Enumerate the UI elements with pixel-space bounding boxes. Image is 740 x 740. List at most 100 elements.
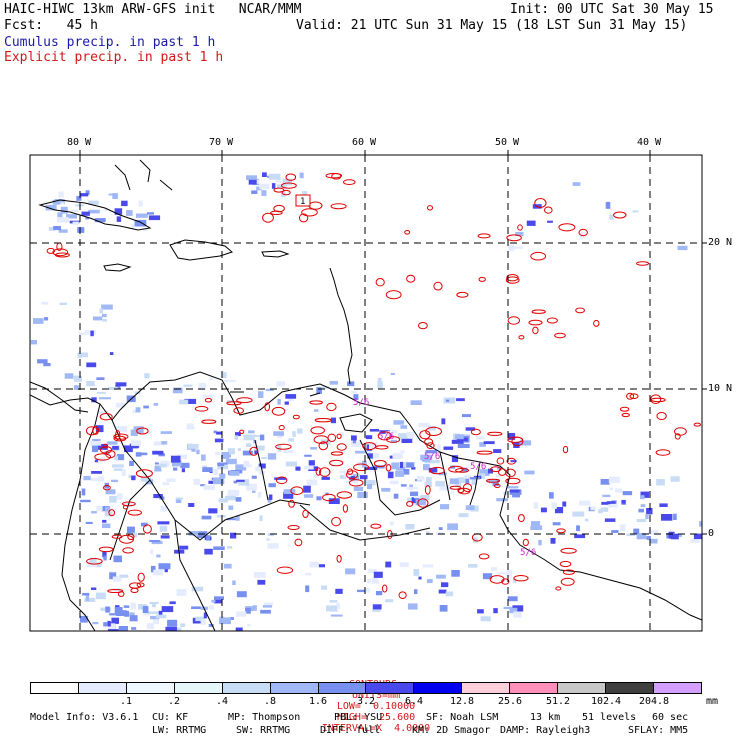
cumulus-precip-cell — [351, 391, 358, 394]
border-8 — [109, 479, 151, 561]
cumulus-precip-cell — [177, 454, 188, 459]
explicit-precip-contour — [54, 252, 70, 258]
cumulus-precip-cell — [167, 619, 178, 627]
cumulus-precip-cell — [356, 484, 363, 489]
coast-bahamas-3 — [159, 179, 173, 191]
explicit-precip-contour — [427, 205, 433, 211]
explicit-precip-contour — [373, 460, 387, 467]
explicit-precip-contour — [276, 476, 288, 485]
cumulus-precip-cell — [129, 612, 135, 616]
cumulus-precip-cell — [236, 591, 247, 598]
cumulus-precip-cell — [512, 605, 524, 612]
cumulus-precip-cell — [533, 502, 539, 509]
cumulus-precip-cell — [116, 454, 125, 461]
cumulus-precip-cell — [202, 467, 213, 472]
cumulus-precip-cell — [288, 438, 295, 442]
cumulus-precip-cell — [121, 469, 126, 476]
cumulus-precip-cell — [387, 471, 394, 479]
explicit-precip-contour — [546, 317, 558, 324]
cumulus-precip-cell — [646, 536, 651, 540]
cumulus-precip-cell — [153, 569, 164, 576]
explicit-precip-contour — [117, 591, 125, 597]
explicit-precip-contour — [319, 467, 331, 477]
cumulus-precip-cell — [269, 494, 273, 500]
cumulus-precip-cell — [608, 476, 620, 483]
explicit-precip-contour — [309, 400, 323, 405]
explicit-precip-contour — [314, 418, 332, 423]
cumulus-precip-cell — [483, 441, 495, 445]
cumulus-precip-cell — [152, 618, 159, 624]
cumulus-precip-cell — [96, 505, 103, 511]
explicit-precip-contour — [353, 463, 370, 472]
cumulus-precip-cell — [353, 486, 364, 492]
cumulus-precip-cell — [282, 178, 292, 186]
cumulus-precip-cell — [670, 533, 679, 540]
cumulus-precip-cell — [164, 568, 168, 573]
cumulus-precip-cell — [266, 538, 270, 541]
model-info-item: SF: Noah LSM — [426, 712, 499, 723]
cumulus-precip-cell — [455, 434, 464, 440]
explicit-precip-contour — [555, 586, 562, 591]
cumulus-precip-cell — [151, 540, 163, 545]
explicit-precip-contour — [348, 479, 364, 487]
explicit-precip-contour — [294, 538, 303, 547]
explicit-precip-contour — [636, 261, 650, 266]
cumulus-precip-cell — [403, 469, 410, 475]
cumulus-precip-cell — [193, 478, 200, 485]
cumulus-precip-cell — [119, 574, 129, 578]
cumulus-precip-cell — [109, 352, 114, 355]
explicit-precip-contour — [424, 438, 434, 446]
cumulus-precip-cell — [246, 483, 257, 491]
cumulus-precip-cell — [160, 431, 172, 434]
cumulus-precip-cell — [143, 405, 149, 409]
cumulus-precip-cell — [509, 489, 520, 493]
cumulus-precip-cell — [670, 476, 680, 482]
explicit-precip-contour — [559, 560, 572, 568]
explicit-precip-contour — [655, 449, 671, 456]
cumulus-precip-cell — [108, 193, 114, 196]
cumulus-precip-cell — [157, 521, 170, 525]
cumulus-precip-cell — [416, 476, 425, 481]
explicit-precip-contour — [136, 582, 145, 588]
cumulus-precip-cell — [399, 562, 409, 568]
cumulus-precip-cell — [302, 191, 308, 197]
model-info-item: CU: KF — [152, 712, 189, 723]
cumulus-precip-cell — [457, 477, 467, 484]
cumulus-precip-cell — [554, 507, 564, 514]
cumulus-precip-cell — [476, 436, 485, 440]
cumulus-precip-cell — [462, 414, 471, 418]
coast-trinidad — [339, 413, 373, 433]
cumulus-precip-cell — [284, 401, 289, 405]
explicit-precip-contour — [562, 445, 569, 454]
cumulus-precip-cell — [198, 382, 207, 390]
border-2 — [174, 519, 216, 631]
cumulus-precip-cell — [224, 379, 236, 383]
explicit-precip-contour — [99, 446, 113, 454]
explicit-precip-contour — [494, 483, 501, 489]
cumulus-precip-cell — [400, 461, 404, 468]
cumulus-precip-cell — [390, 439, 398, 443]
color-swatch-9 — [462, 683, 511, 693]
forecast-hour: Fcst: 45 h — [4, 18, 98, 33]
cumulus-precip-cell — [116, 493, 123, 500]
explicit-precip-contour — [562, 569, 575, 575]
cumulus-precip-cell — [176, 589, 187, 596]
explicit-precip-contour — [122, 505, 129, 510]
map-title: HAIC-HIWC 13km ARW-GFS init NCAR/MMM — [4, 2, 302, 17]
cumulus-precip-cell — [449, 478, 459, 485]
map-background — [30, 155, 702, 631]
cumulus-precip-cell — [124, 445, 133, 453]
cumulus-precip-cell — [235, 515, 240, 521]
cumulus-precip-cell — [111, 617, 119, 624]
cumulus-precip-cell — [129, 460, 134, 466]
cumulus-precip-cell — [131, 223, 135, 229]
lon-label-80w: 80 W — [67, 137, 92, 148]
explicit-precip-contour — [476, 450, 493, 455]
cumulus-precip-cell — [519, 440, 532, 446]
cumulus-precip-cell — [368, 569, 377, 574]
cumulus-precip-cell — [143, 612, 151, 616]
explicit-precip-contour — [264, 402, 271, 412]
cumulus-precip-cell — [133, 426, 144, 434]
cumulus-precip-cell — [104, 207, 108, 212]
cumulus-precip-cell — [693, 533, 702, 540]
